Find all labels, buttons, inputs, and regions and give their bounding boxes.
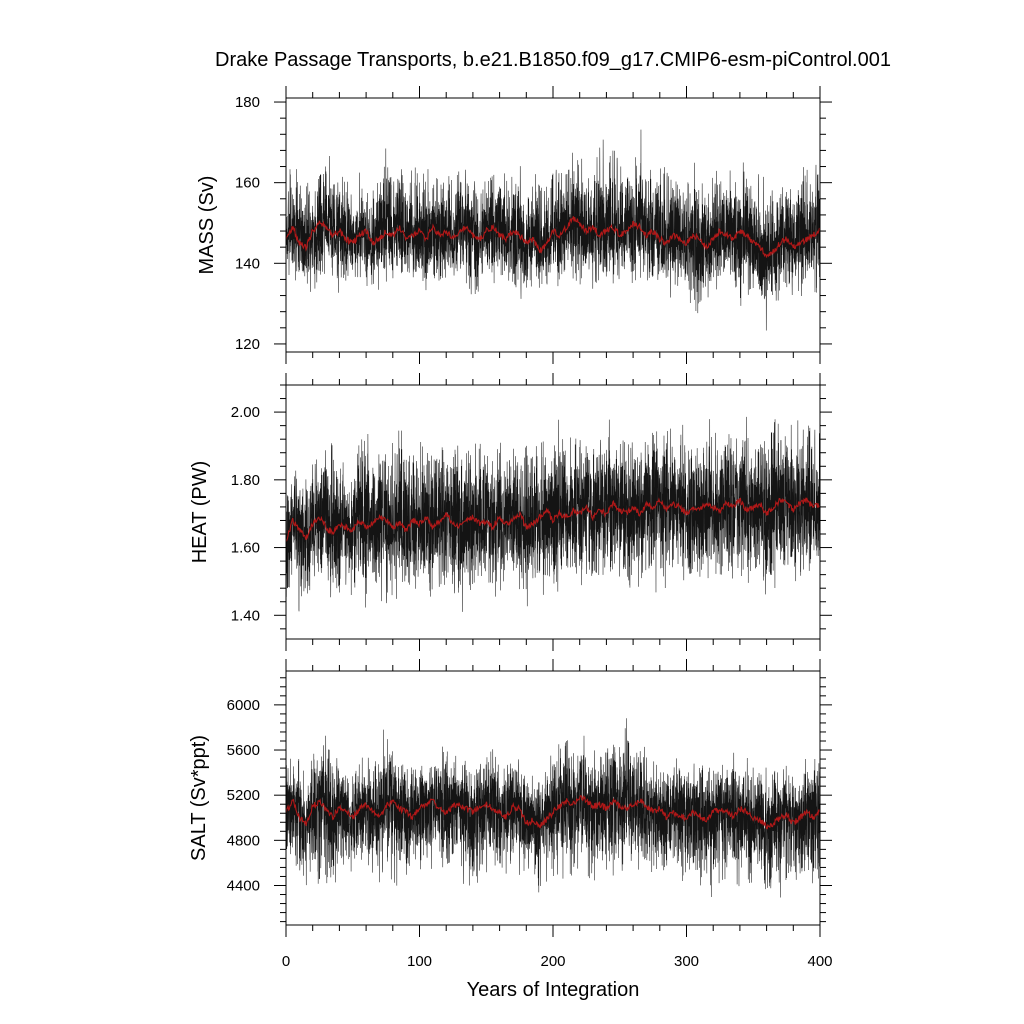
x-tick-label: 300 [674, 953, 699, 970]
x-axis-label: Years of Integration [467, 979, 640, 1001]
mass-y-axis-label: MASS (Sv) [196, 176, 218, 275]
salt-y-tick-label: 5200 [227, 787, 260, 804]
salt-ticks: 4400 4800 5200 5600 6000 [227, 659, 832, 937]
x-tick-label: 400 [807, 953, 832, 970]
salt-monthly-series [285, 718, 821, 898]
mass-ticks: 120 140 160 180 [235, 86, 832, 364]
mass-monthly-series [285, 129, 821, 331]
salt-running-mean-series [285, 794, 821, 830]
heat-y-tick-label: 1.60 [231, 540, 260, 557]
salt-y-tick-label: 5600 [227, 742, 260, 759]
chart-title: Drake Passage Transports, b.e21.B1850.f0… [215, 49, 891, 71]
salt-y-tick-label: 4800 [227, 832, 260, 849]
salt-y-axis-label: SALT (Sv*ppt) [188, 735, 210, 861]
x-tick-label: 100 [407, 953, 432, 970]
mass-y-tick-label: 160 [235, 175, 260, 192]
mass-y-tick-label: 180 [235, 94, 260, 111]
heat-y-axis-label: HEAT (PW) [189, 461, 211, 564]
mass-plot-lines [285, 129, 821, 331]
heat-y-tick-label: 1.40 [231, 607, 260, 624]
mass-panel: 120 140 160 180 MASS (Sv) [196, 86, 832, 364]
x-tick-labels: 0 100 200 300 400 [282, 953, 833, 970]
heat-panel: 1.40 1.60 1.80 2.00 HEAT (PW) [189, 373, 832, 651]
heat-y-tick-label: 1.80 [231, 472, 260, 489]
salt-plot-lines [285, 718, 821, 898]
mass-y-tick-label: 120 [235, 336, 260, 353]
x-tick-label: 0 [282, 953, 290, 970]
heat-running-mean-series [285, 497, 821, 542]
mass-y-tick-label: 140 [235, 255, 260, 272]
salt-panel: 4400 4800 5200 5600 6000 SALT (Sv*ppt) [188, 659, 832, 937]
mass-running-mean-series [285, 216, 821, 258]
heat-plot-lines [285, 416, 821, 612]
heat-y-tick-label: 2.00 [231, 404, 260, 421]
heat-monthly-series [285, 416, 821, 612]
salt-y-tick-label: 6000 [227, 697, 260, 714]
salt-y-tick-label: 4400 [227, 877, 260, 894]
heat-ticks: 1.40 1.60 1.80 2.00 [231, 373, 832, 651]
x-tick-label: 200 [540, 953, 565, 970]
